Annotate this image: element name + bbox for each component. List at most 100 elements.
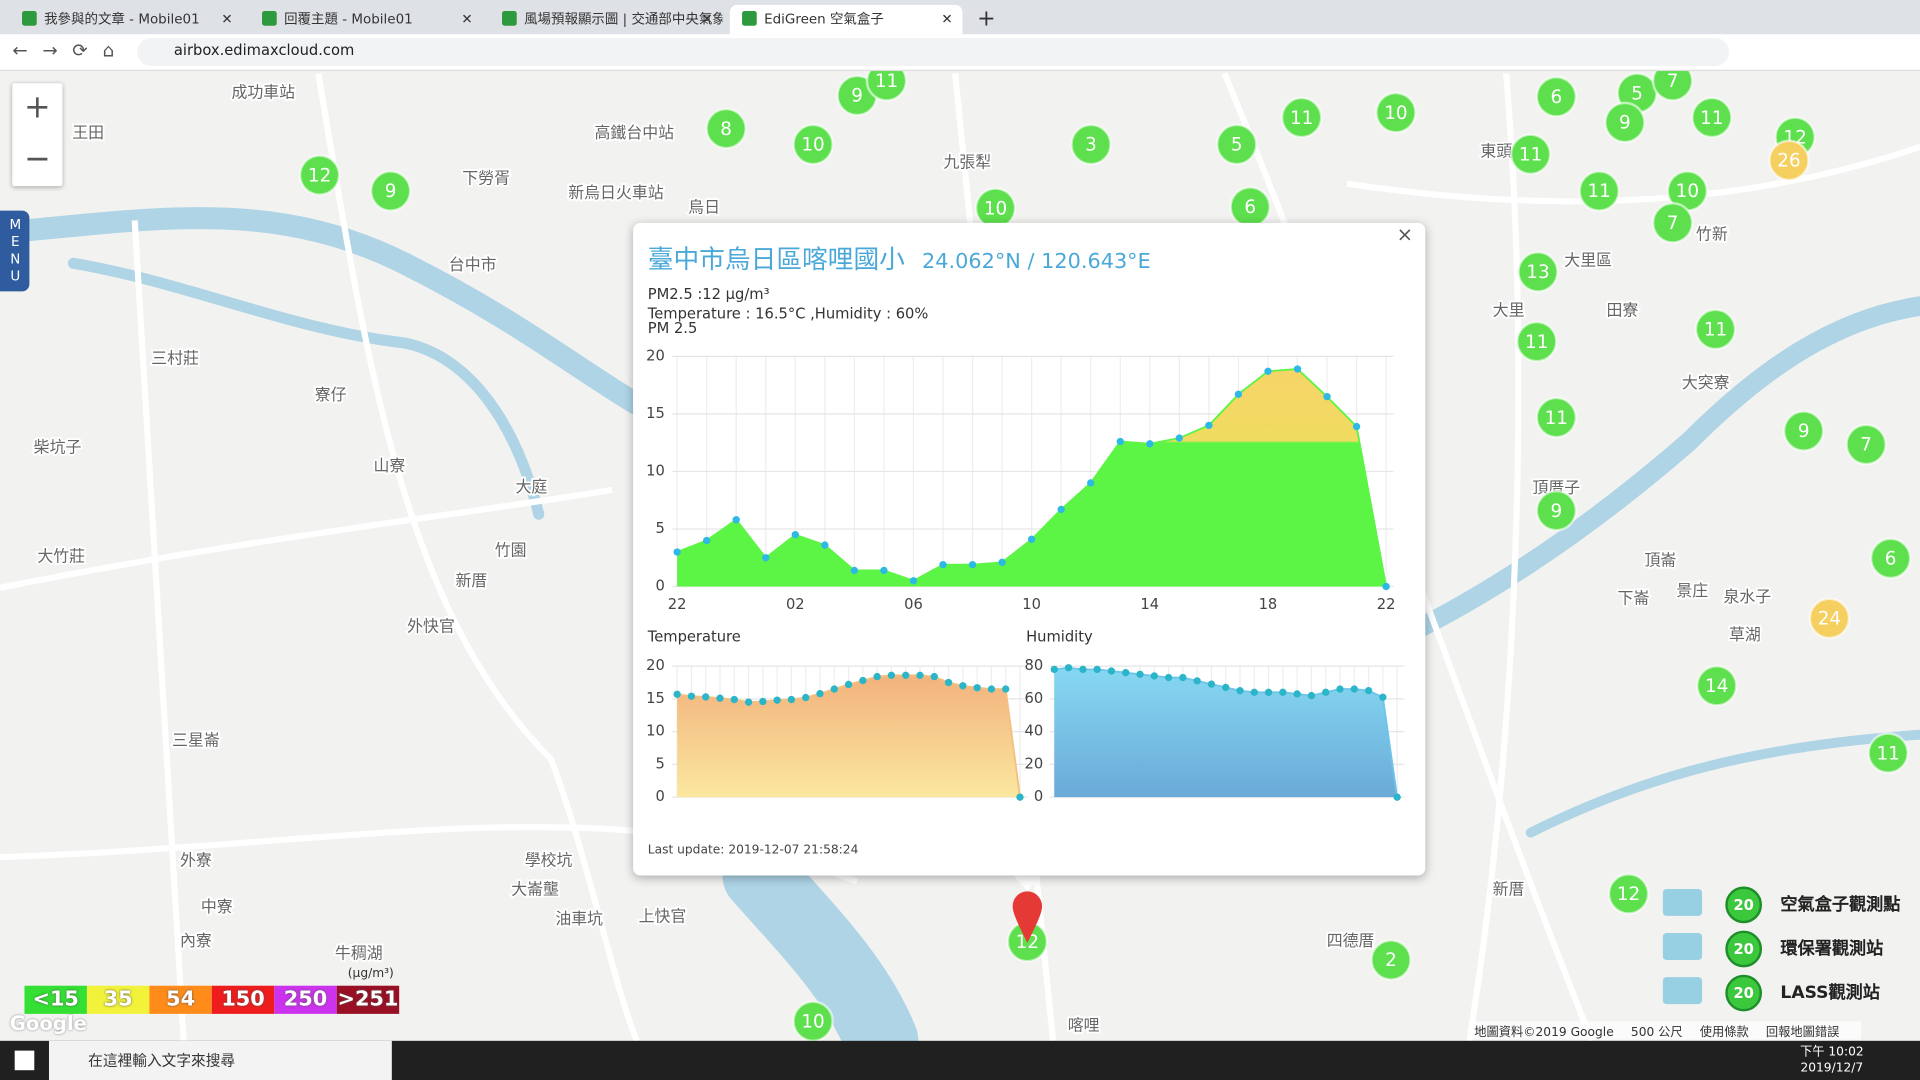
marker-dot	[1808, 597, 1851, 640]
station-legend-item[interactable]: 20 空氣盒子觀測點	[1656, 882, 1920, 924]
tab-close[interactable]: ✕	[221, 11, 233, 27]
station-marker[interactable]: 7	[1845, 423, 1887, 466]
station-marker[interactable]: 9	[1604, 101, 1646, 144]
station-marker[interactable]: 11	[1280, 96, 1323, 139]
station-marker[interactable]: 8	[705, 107, 747, 150]
point	[930, 672, 938, 681]
point	[716, 694, 724, 702]
station-marker[interactable]: 11	[1515, 320, 1558, 363]
tab[interactable]: 風場預報顯示圖 | 交通部中央氣象局 ✕	[490, 5, 722, 34]
point	[1064, 664, 1073, 672]
point	[802, 693, 810, 702]
place-label: 東頭	[1480, 141, 1512, 160]
point	[1322, 688, 1330, 697]
footer-link[interactable]: 回報地圖錯誤	[1765, 1026, 1840, 1040]
marker-dot	[1515, 320, 1558, 363]
marker-label: 5	[1231, 135, 1243, 156]
marker-label: 7	[1860, 435, 1872, 456]
pm-reading: PM2.5 :12 μg/m³	[647, 285, 770, 303]
nav-buttons[interactable]: ←→⟳⌂	[12, 39, 129, 62]
station-legend-item[interactable]: 20 LASS觀測站	[1656, 970, 1920, 1012]
close[interactable]: ×	[1396, 222, 1414, 247]
place-label: 頂崙	[1644, 550, 1676, 569]
station-marker[interactable]: 11	[1691, 96, 1733, 139]
station-marker[interactable]: 11	[1694, 308, 1737, 351]
tab[interactable]: EdiGreen 空氣盒子 ✕	[729, 4, 963, 35]
station-marker[interactable]: 9	[1535, 489, 1578, 532]
url[interactable]: airbox.edimaxcloud.com	[173, 41, 355, 59]
zoom-out[interactable]: −	[23, 140, 51, 178]
point	[1002, 685, 1010, 693]
station-marker[interactable]: 7	[1651, 202, 1694, 244]
menu-tab[interactable]: MENU	[0, 210, 30, 292]
station-marker[interactable]: 24	[1808, 597, 1851, 640]
point	[1393, 793, 1401, 801]
station-marker[interactable]: 3	[1070, 123, 1112, 166]
place-label: 頂厝子	[1532, 478, 1580, 497]
point	[1122, 669, 1130, 677]
point	[1222, 683, 1230, 692]
tab-close[interactable]: ✕	[701, 11, 713, 27]
search[interactable]: 在這裡輸入文字來搜尋	[48, 1040, 392, 1080]
station-icon	[1662, 933, 1703, 960]
marker-dot	[1604, 101, 1646, 144]
station-marker[interactable]: 11	[1867, 732, 1909, 774]
station-marker[interactable]: 9	[369, 170, 412, 212]
station-marker[interactable]: 13	[1517, 251, 1559, 293]
start[interactable]	[14, 1050, 35, 1071]
scale-item: 150	[211, 985, 275, 1014]
selected-pin[interactable]	[1012, 891, 1043, 943]
station-marker[interactable]: 6	[1535, 75, 1578, 118]
marker-label: 10	[1384, 103, 1407, 124]
y-tick-label: 60	[1025, 690, 1044, 707]
omnibox[interactable]	[137, 37, 1729, 67]
station-marker[interactable]: 10	[1375, 91, 1417, 134]
station-marker[interactable]: 6	[1229, 186, 1272, 228]
marker-dot	[1691, 96, 1733, 139]
station-marker[interactable]: 9	[1782, 410, 1825, 452]
point	[773, 696, 781, 704]
point	[1264, 688, 1273, 697]
marker-dot	[1694, 308, 1737, 351]
tab-title: EdiGreen 空氣盒子	[764, 11, 884, 27]
place-label: 王田	[72, 123, 104, 142]
station-marker[interactable]: 10	[974, 187, 1017, 229]
station-marker[interactable]: 12	[298, 154, 341, 196]
station-marker[interactable]: 10	[792, 1000, 834, 1043]
footer-link[interactable]: 使用條款	[1699, 1026, 1749, 1040]
place-label: 中寮	[201, 897, 233, 916]
marker-dot	[1869, 537, 1912, 580]
coords: 24.062°N / 120.643°E	[922, 249, 1151, 275]
footer-link: 500 公尺	[1630, 1026, 1683, 1040]
station-marker[interactable]: 11	[1578, 170, 1621, 212]
new-tab[interactable]: +	[977, 6, 996, 32]
station-legend-item[interactable]: 20 環保署觀測站	[1656, 926, 1920, 968]
station-marker[interactable]: 10	[792, 123, 834, 166]
station-marker[interactable]: 14	[1695, 664, 1738, 707]
tab-close[interactable]: ✕	[941, 11, 953, 27]
place-label: 喀哩	[1068, 1016, 1100, 1035]
tab[interactable]: 我參與的文章 - Mobile01 ✕	[10, 5, 243, 34]
station-marker[interactable]: 11	[1535, 396, 1578, 439]
point	[850, 566, 859, 575]
station-marker[interactable]: 11	[1509, 133, 1552, 176]
marker-label: 10	[1676, 181, 1699, 202]
tab-bar: 我參與的文章 - Mobile01 ✕ 回覆主題 - Mobile01 ✕ 風場預報顯示…	[0, 0, 1920, 35]
station-count: 20	[1725, 886, 1763, 924]
place-label: 寮仔	[315, 385, 347, 404]
point	[673, 690, 681, 698]
point	[859, 676, 867, 685]
zoom-in[interactable]: +	[23, 89, 51, 127]
station-marker[interactable]: 12	[1607, 873, 1650, 915]
marker-dot	[1695, 664, 1738, 707]
marker-label: 11	[1876, 743, 1899, 764]
point	[732, 516, 740, 524]
tab[interactable]: 回覆主題 - Mobile01 ✕	[250, 5, 483, 34]
tab-close[interactable]: ✕	[461, 11, 473, 27]
station-marker[interactable]: 2	[1370, 939, 1412, 981]
point	[1234, 390, 1243, 398]
station-marker[interactable]: 26	[1768, 139, 1810, 182]
station-marker[interactable]: 5	[1215, 123, 1258, 166]
station-marker[interactable]: 6	[1869, 537, 1912, 580]
station-marker[interactable]: 10	[1666, 170, 1709, 212]
